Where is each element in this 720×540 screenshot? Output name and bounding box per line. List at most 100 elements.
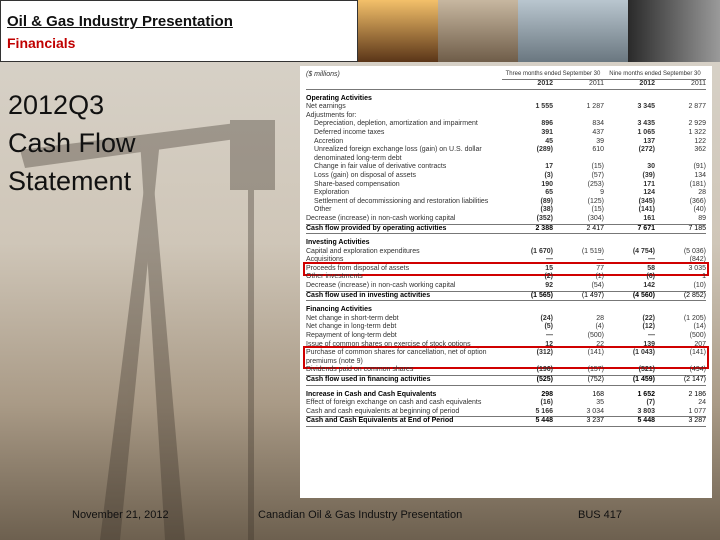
row-value: 2 417	[586, 224, 604, 232]
row-label: Other	[314, 206, 332, 214]
table-row: Cash and Cash Equivalents at End of Peri…	[306, 416, 706, 427]
row-value: (4 754)	[632, 247, 655, 255]
row-value: 139	[643, 340, 655, 348]
row-value: (57)	[591, 171, 604, 179]
row-label: Proceeds from disposal of assets	[306, 264, 410, 272]
row-value: (141)	[689, 349, 706, 357]
row-value: (5)	[544, 323, 553, 331]
row-value: (1)	[595, 273, 604, 281]
header-images	[358, 0, 720, 62]
row-value: 3 345	[637, 103, 655, 111]
row-value: 30	[647, 163, 655, 171]
row-value: 1 652	[637, 390, 655, 398]
year: 2012	[639, 80, 655, 87]
table-row: Share-based compensation 190 (253) 171 (181)	[306, 181, 706, 190]
row-value: 3 237	[586, 417, 604, 425]
year-header: 2012 2011 2012 2011	[306, 80, 706, 90]
table-row: Change in fair value of derivative contr…	[306, 163, 706, 172]
row-value: 24	[698, 399, 706, 407]
row-value: 171	[643, 180, 655, 188]
table-row: Unrealized foreign exchange loss (gain) …	[306, 146, 706, 163]
row-value: —	[648, 332, 655, 340]
row-value: (1 205)	[683, 314, 706, 322]
row-value: 3 035	[688, 264, 706, 272]
row-label: Exploration	[314, 189, 350, 197]
row-value: 5 448	[535, 417, 553, 425]
row-value: 142	[643, 282, 655, 290]
spacer	[306, 80, 502, 89]
row-value: 28	[698, 189, 706, 197]
row-value: 7 671	[637, 224, 655, 232]
row-label: Dividends paid on common shares	[306, 366, 414, 374]
row-value: 12	[545, 340, 553, 348]
table-row: Proceeds from disposal of assets 15 77 58 3 …	[303, 262, 709, 277]
row-value: 2 929	[688, 120, 706, 128]
row-label: Financing Activities	[306, 306, 372, 314]
table-row: Cash flow provided by operating activiti…	[306, 223, 706, 235]
row-value: 5 448	[637, 417, 655, 425]
row-value: (1 459)	[632, 376, 655, 383]
table-row: Decrease (increase) in non-cash working …	[306, 282, 706, 291]
unit-label: ($ millions)	[306, 71, 340, 78]
row-label: Purchase of common shares for cancellati…	[306, 349, 487, 365]
row-value: (1 670)	[530, 247, 553, 255]
row-value: (842)	[689, 256, 706, 264]
row-value: (3)	[544, 171, 553, 179]
table-row: Loss (gain) on disposal of assets (3) (57)…	[306, 172, 706, 181]
row-value: (24)	[540, 314, 553, 322]
row-value: —	[546, 332, 553, 340]
row-value: (40)	[693, 206, 706, 214]
row-value: 1	[702, 273, 706, 281]
row-label: Deferred income taxes	[314, 128, 385, 136]
row-label: Cash and cash equivalents at beginning o…	[306, 407, 460, 415]
row-label: Repayment of long-term debt	[306, 332, 397, 340]
row-value: (125)	[587, 197, 604, 205]
cash-flow-table: ($ millions) Three months ended September…	[300, 66, 712, 498]
row-label: Effect of foreign exchange on cash and c…	[306, 399, 482, 407]
table-row: Other investments (2) (1) (6) 1	[306, 273, 706, 282]
period-header: Three months ended September 30	[502, 70, 604, 80]
table-row: Settlement of decommissioning and restor…	[306, 198, 706, 207]
row-value: (54)	[591, 282, 604, 290]
row-value: 15	[545, 264, 553, 272]
header: Oil & Gas Industry Presentation Financia…	[0, 0, 358, 62]
table-row: Accretion 45 39 137 122	[306, 138, 706, 147]
row-label: Settlement of decommissioning and restor…	[314, 197, 489, 205]
row-value: (10)	[693, 282, 706, 290]
row-label: Change in fair value of derivative contr…	[314, 163, 447, 171]
row-value: 58	[647, 264, 655, 272]
row-value: 1 077	[688, 407, 706, 415]
row-value: (181)	[689, 180, 706, 188]
table-row: Dividends paid on common shares (196) (157…	[306, 366, 706, 375]
row-value: (1 497)	[581, 291, 604, 299]
table-row: Adjustments for:	[306, 112, 706, 121]
table-row: Increase in Cash and Cash Equivalents 298…	[306, 391, 706, 400]
row-label: Loss (gain) on disposal of assets	[314, 171, 416, 179]
row-value: 161	[643, 214, 655, 222]
row-value: (15)	[591, 206, 604, 214]
row-value: (1 043)	[632, 349, 655, 357]
row-value: 39	[596, 137, 604, 145]
row-value: —	[546, 256, 553, 264]
row-value: 190	[541, 180, 553, 188]
row-value: 17	[545, 163, 553, 171]
table-header: ($ millions) Three months ended September…	[306, 70, 706, 80]
row-label: Acquisitions	[306, 256, 344, 264]
row-value: (500)	[587, 332, 604, 340]
row-value: 7 185	[688, 224, 706, 232]
row-value: 3 287	[688, 417, 706, 425]
row-label: Increase in Cash and Cash Equivalents	[306, 390, 437, 398]
row-value: 92	[545, 282, 553, 290]
row-value: —	[597, 256, 604, 264]
table-row: Effect of foreign exchange on cash and c…	[306, 399, 706, 408]
row-value: (196)	[536, 366, 553, 374]
year: 2011	[588, 80, 604, 87]
row-value: 28	[596, 314, 604, 322]
row-value: 65	[545, 189, 553, 197]
row-value: 77	[596, 264, 604, 272]
row-value: (500)	[689, 332, 706, 340]
row-value: (157)	[587, 366, 604, 374]
table-row: Cash and cash equivalents at beginning o…	[306, 408, 706, 417]
row-label: Cash and Cash Equivalents at End of Peri…	[306, 417, 454, 425]
